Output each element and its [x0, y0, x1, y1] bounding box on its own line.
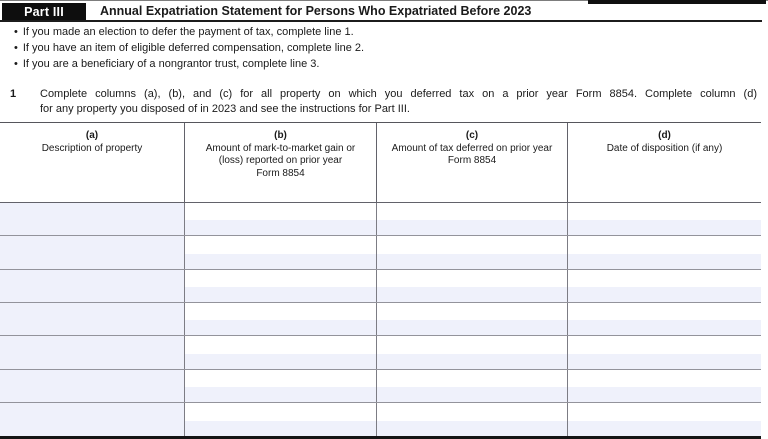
previous-section-border: [588, 0, 766, 4]
column-letter: (b): [274, 130, 287, 141]
table-cell: [568, 336, 761, 369]
disposition-date-field[interactable]: [568, 287, 761, 303]
table-row: [0, 269, 761, 304]
property-description-field[interactable]: [0, 236, 184, 268]
gain-loss-field[interactable]: [185, 387, 376, 403]
column-label: Amount of mark-to-market gain or: [205, 142, 356, 154]
property-description-field[interactable]: [0, 270, 184, 302]
table-cell: [377, 336, 568, 369]
table-cell: [0, 269, 185, 303]
tax-deferred-field[interactable]: [377, 387, 567, 403]
tax-deferred-field[interactable]: [377, 287, 567, 303]
column-header-a: (a) Description of property: [0, 123, 185, 202]
table-cell: [0, 403, 185, 437]
tax-deferred-field[interactable]: [377, 220, 567, 236]
property-description-field[interactable]: [0, 403, 184, 436]
line-1-text: Complete columns (a), (b), and (c) for a…: [40, 87, 757, 117]
table-cell: [568, 236, 761, 269]
table-row: [0, 203, 761, 237]
table-cell: [568, 370, 761, 403]
table-cell: [377, 236, 568, 269]
column-header-d: (d) Date of disposition (if any): [568, 123, 761, 202]
gain-loss-field[interactable]: [185, 353, 376, 369]
property-description-field[interactable]: [0, 336, 184, 368]
table-cell: [568, 270, 761, 303]
property-table: (a) Description of property (b) Amount o…: [0, 122, 761, 439]
table-cell: [185, 336, 377, 369]
tax-deferred-field[interactable]: [377, 253, 567, 269]
disposition-date-field[interactable]: [568, 253, 761, 269]
instruction-bullets: If you made an election to defer the pay…: [14, 24, 364, 72]
gain-loss-field[interactable]: [185, 320, 376, 336]
bullet-item: If you made an election to defer the pay…: [14, 24, 364, 40]
disposition-date-field[interactable]: [568, 387, 761, 403]
table-cell: [377, 369, 568, 403]
table-body: [0, 203, 761, 437]
table-row: [0, 336, 761, 370]
table-cell: [0, 236, 185, 269]
column-label: Date of disposition (if any): [606, 142, 723, 154]
page-top-divider: [0, 0, 768, 1]
table-cell: [185, 236, 377, 269]
part-header: Part III Annual Expatriation Statement f…: [0, 3, 762, 22]
table-cell: [377, 403, 568, 437]
gain-loss-field[interactable]: [185, 287, 376, 303]
table-cell: [185, 303, 377, 336]
table-cell: [185, 203, 377, 236]
column-letter: (c): [465, 130, 479, 141]
column-label: Description of property: [41, 142, 143, 154]
column-label: (loss) reported on prior year: [218, 155, 343, 166]
table-row: [0, 303, 761, 337]
line-1-text-row: Complete columns (a), (b), and (c) for a…: [40, 88, 757, 100]
column-letter: (d): [658, 130, 671, 141]
table-cell: [377, 203, 568, 236]
table-cell: [0, 303, 185, 336]
table-cell: [377, 269, 568, 303]
table-cell: [185, 269, 377, 303]
table-cell: [0, 336, 185, 369]
gain-loss-field[interactable]: [185, 421, 376, 437]
bullet-item: If you are a beneficiary of a nongrantor…: [14, 56, 364, 72]
line-number: 1: [10, 88, 17, 100]
property-description-field[interactable]: [0, 303, 184, 335]
disposition-date-field[interactable]: [568, 320, 761, 336]
gain-loss-field[interactable]: [185, 220, 376, 236]
table-row: [0, 403, 761, 437]
gain-loss-field[interactable]: [185, 253, 376, 269]
column-label: Form 8854: [256, 167, 305, 179]
tax-deferred-field[interactable]: [377, 320, 567, 336]
part-label: Part III: [2, 3, 86, 20]
table-cell: [377, 303, 568, 336]
tax-deferred-field[interactable]: [377, 421, 567, 437]
column-header-b: (b) Amount of mark-to-market gain or (lo…: [185, 123, 377, 202]
table-cell: [0, 203, 185, 236]
table-cell: [0, 369, 185, 403]
disposition-date-field[interactable]: [568, 353, 761, 369]
bullet-item: If you have an item of eligible deferred…: [14, 40, 364, 56]
line-1-text-row: for any property you disposed of in 2023…: [40, 103, 410, 115]
table-cell: [185, 403, 377, 437]
table-cell: [568, 303, 761, 336]
table-cell: [568, 403, 761, 437]
table-header-row: (a) Description of property (b) Amount o…: [0, 123, 761, 203]
property-description-field[interactable]: [0, 203, 184, 235]
column-label: Amount of tax deferred on prior year: [391, 142, 553, 154]
disposition-date-field[interactable]: [568, 220, 761, 236]
table-row: [0, 369, 761, 404]
column-label: Form 8854: [447, 155, 497, 166]
column-header-c: (c) Amount of tax deferred on prior year…: [377, 123, 568, 202]
disposition-date-field[interactable]: [568, 421, 761, 437]
tax-deferred-field[interactable]: [377, 353, 567, 369]
table-cell: [568, 203, 761, 236]
property-description-field[interactable]: [0, 370, 184, 402]
table-row: [0, 236, 761, 270]
table-cell: [185, 369, 377, 403]
part-title: Annual Expatriation Statement for Person…: [100, 4, 532, 18]
column-letter: (a): [85, 130, 99, 141]
